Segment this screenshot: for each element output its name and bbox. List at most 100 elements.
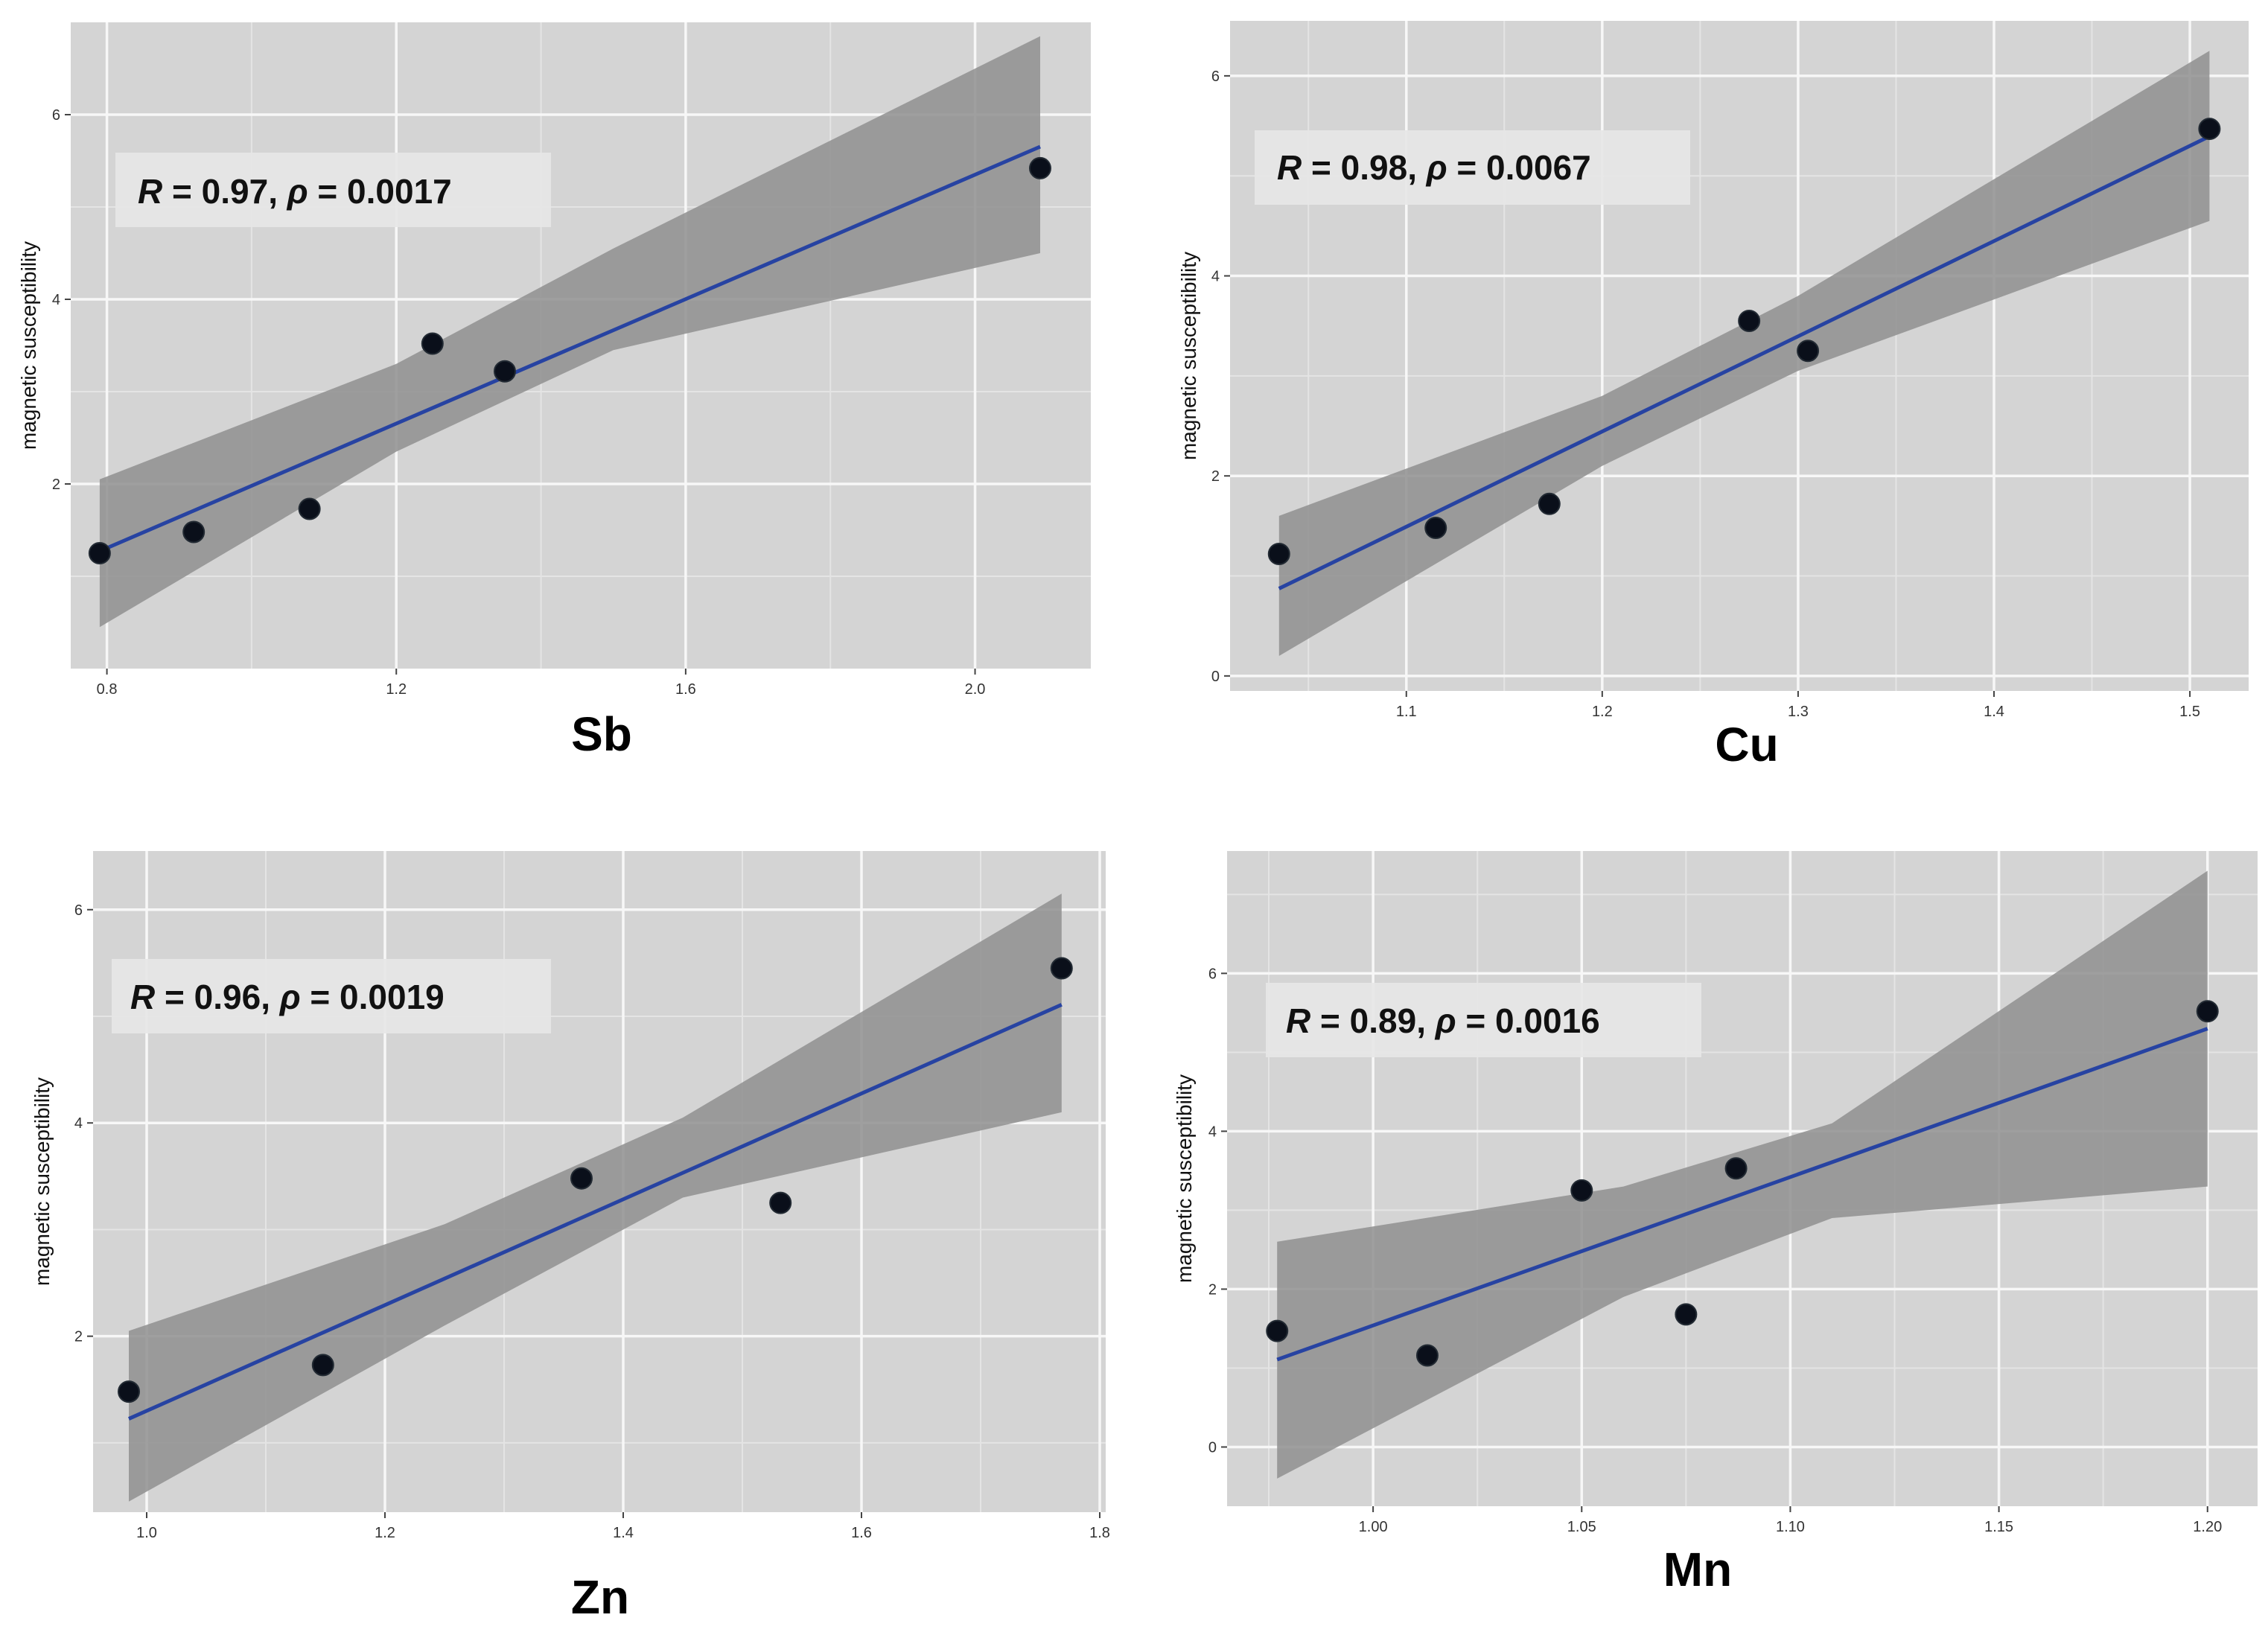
stat-label-box [112, 959, 551, 1033]
data-points [88, 156, 1051, 564]
x-axis-title: Mn [1663, 1543, 1732, 1596]
r-value: = 0.89, [1310, 1001, 1436, 1040]
data-point [182, 520, 206, 544]
p-value: = 0.0067 [1447, 148, 1591, 187]
y-tick-label: 2 [52, 477, 60, 493]
x-tick-label: 1.2 [386, 681, 407, 698]
y-tick-label: 2 [1208, 1281, 1217, 1298]
data-point [118, 1380, 140, 1403]
r-symbol: R [1277, 148, 1302, 187]
x-tick-label: 1.4 [1984, 704, 2004, 720]
x-tick-label: 1.8 [1089, 1525, 1110, 1541]
y-axis-ticks: 0 2 4 6 [1211, 68, 1230, 685]
y-axis-label: magnetic susceptibility [31, 1077, 54, 1286]
x-tick-label: 1.5 [2179, 704, 2200, 720]
data-point [1266, 1319, 1289, 1342]
p-value: = 0.0017 [308, 172, 452, 211]
correlation-label: R = 0.97, ρ = 0.0017 [138, 172, 452, 211]
data-point [298, 497, 321, 520]
y-tick-label: 0 [1211, 669, 1220, 685]
y-tick-label: 4 [74, 1115, 83, 1132]
gridlines [1227, 851, 2258, 1506]
data-point [2198, 118, 2221, 141]
data-point [1424, 517, 1447, 540]
data-point [1675, 1303, 1698, 1326]
data-point [1797, 340, 1820, 363]
x-axis-title: Zn [571, 1570, 629, 1624]
r-value: = 0.98, [1302, 148, 1427, 187]
stat-label-box [115, 153, 551, 227]
x-tick-label: 1.2 [1592, 704, 1613, 720]
data-point [1570, 1179, 1593, 1202]
y-tick-label: 4 [1208, 1124, 1217, 1140]
data-point [1724, 1157, 1748, 1180]
x-axis-ticks: 1.00 1.05 1.10 1.15 1.20 [1359, 1506, 2222, 1535]
y-tick-label: 6 [1211, 68, 1220, 85]
x-axis-ticks: 1.0 1.2 1.4 1.6 1.8 [136, 1512, 1110, 1541]
data-point [1538, 492, 1561, 515]
correlation-label: R = 0.98, ρ = 0.0067 [1277, 148, 1591, 187]
y-axis-ticks: 2 4 6 [74, 902, 93, 1345]
y-tick-label: 6 [74, 902, 83, 919]
p-symbol: ρ [286, 172, 308, 211]
p-symbol: ρ [1425, 148, 1447, 187]
y-axis-ticks: 2 4 6 [52, 107, 71, 493]
x-tick-label: 1.4 [613, 1525, 634, 1541]
r-value: = 0.96, [155, 978, 280, 1016]
y-tick-label: 0 [1208, 1439, 1217, 1456]
x-axis-ticks: 1.1 1.2 1.3 1.4 1.5 [1396, 691, 2200, 720]
data-points [1267, 118, 2221, 565]
x-axis-title: Sb [571, 707, 632, 761]
p-symbol: ρ [278, 978, 301, 1016]
r-value: = 0.97, [162, 172, 287, 211]
correlation-label: R = 0.89, ρ = 0.0016 [1286, 1001, 1600, 1040]
data-point [1267, 542, 1290, 565]
y-axis-ticks: 0 2 4 6 [1208, 966, 1227, 1456]
y-tick-label: 6 [1208, 966, 1217, 982]
data-point [769, 1191, 792, 1214]
r-symbol: R [138, 172, 162, 211]
chart-panel-zn: 1.0 1.2 1.4 1.6 1.8 2 4 6 R = 0.96, ρ = 0.0019… [31, 851, 1110, 1624]
x-tick-label: 1.1 [1396, 704, 1417, 720]
data-point [88, 542, 111, 564]
x-tick-label: 1.3 [1788, 704, 1809, 720]
data-point [2196, 1000, 2219, 1023]
regression-line [127, 1003, 1063, 1421]
x-axis-ticks: 0.8 1.2 1.6 2.0 [97, 669, 986, 698]
confidence-band [129, 893, 1062, 1502]
y-tick-label: 2 [74, 1329, 83, 1345]
x-tick-label: 1.6 [675, 681, 696, 698]
x-tick-label: 1.20 [2193, 1519, 2222, 1535]
data-point [493, 360, 516, 383]
data-point [1050, 957, 1073, 980]
y-axis-label: magnetic susceptibility [17, 241, 40, 450]
stat-label-box [1266, 983, 1701, 1057]
y-tick-label: 4 [52, 292, 60, 308]
p-symbol: ρ [1434, 1001, 1456, 1040]
x-tick-label: 1.15 [1984, 1519, 2013, 1535]
data-point [311, 1354, 334, 1377]
stat-label-box [1255, 130, 1690, 205]
x-tick-label: 1.6 [851, 1525, 872, 1541]
data-point [570, 1167, 593, 1190]
y-axis-label: magnetic susceptibility [1177, 252, 1200, 460]
p-value: = 0.0016 [1456, 1001, 1600, 1040]
confidence-band [1278, 51, 2210, 657]
data-point [421, 332, 444, 355]
y-axis-label: magnetic susceptibility [1173, 1074, 1196, 1283]
regression-line [1276, 1027, 2208, 1362]
x-axis-title: Cu [1715, 718, 1778, 771]
chart-panel-cu: 1.1 1.2 1.3 1.4 1.5 0 2 4 6 R = 0.98, ρ = 0.006… [1177, 21, 2249, 771]
regression-line [98, 144, 1041, 553]
y-tick-label: 4 [1211, 269, 1220, 285]
x-tick-label: 2.0 [965, 681, 986, 698]
x-tick-label: 1.00 [1359, 1519, 1388, 1535]
data-points [1266, 1000, 2219, 1367]
chart-panel-mn: 1.00 1.05 1.10 1.15 1.20 0 2 4 6 R = 0.89, ρ = … [1173, 851, 2258, 1596]
x-tick-label: 1.2 [375, 1525, 395, 1541]
r-symbol: R [130, 978, 155, 1016]
data-point [1415, 1344, 1439, 1367]
x-tick-label: 1.0 [136, 1525, 157, 1541]
y-tick-label: 2 [1211, 468, 1220, 485]
